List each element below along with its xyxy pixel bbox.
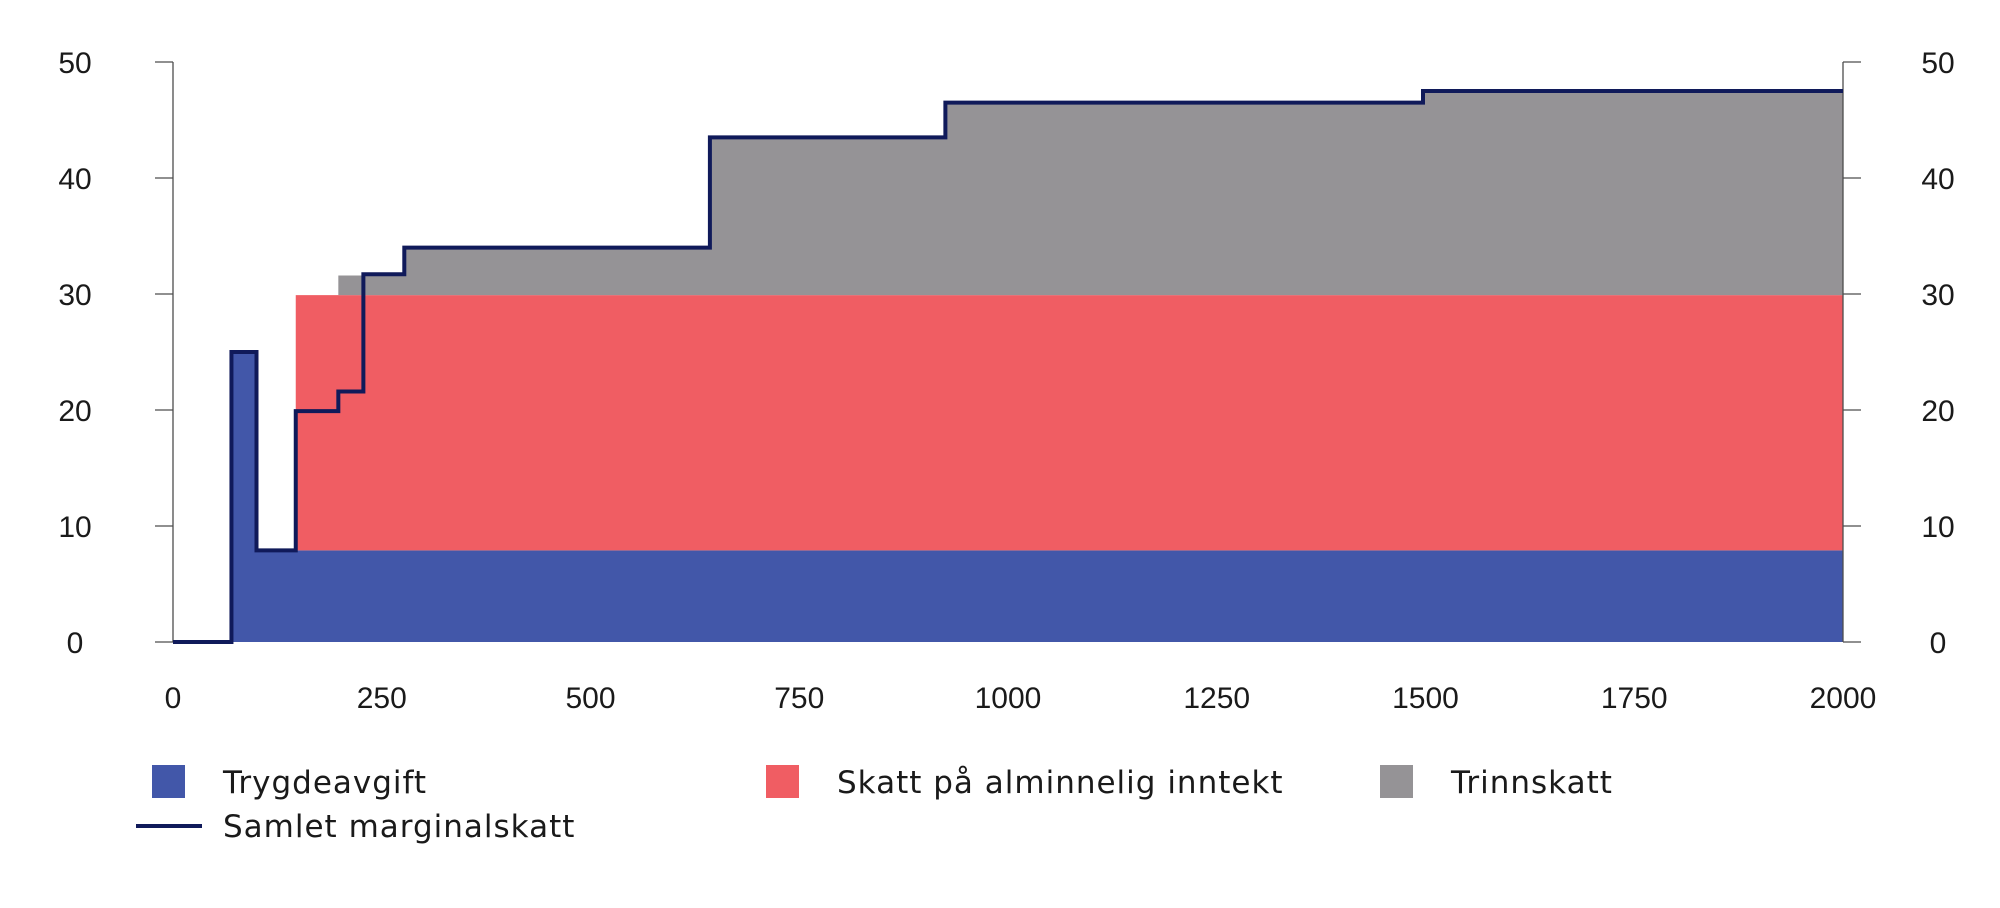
x-tick-label: 500: [565, 682, 615, 715]
y-tick-label-right: 10: [1921, 511, 1954, 544]
y-tick-label-right: 20: [1921, 395, 1954, 428]
legend-label-trinnskatt: Trinnskatt: [1450, 765, 1613, 801]
y-tick-label-left: 50: [58, 47, 91, 80]
y-tick-label-left: 10: [58, 511, 91, 544]
x-tick-label: 250: [357, 682, 407, 715]
line-samlet-marginalskatt: [173, 89, 1843, 644]
x-tick-label: 1250: [1183, 682, 1250, 715]
legend-swatch-trygdeavgift: [152, 765, 185, 798]
y-tick-label-right: 0: [1930, 627, 1947, 660]
stacked-areas: [173, 91, 1843, 642]
x-tick-label: 750: [774, 682, 824, 715]
legend-swatch-skatt-pa-alminnelig-inntekt: [766, 765, 799, 798]
y-tick-label-right: 50: [1921, 47, 1954, 80]
legend-label-trygdeavgift: Trygdeavgift: [222, 765, 427, 801]
total-line-layer: [173, 89, 1843, 644]
legend: Trygdeavgift Skatt på alminnelig inntekt T…: [136, 765, 1613, 845]
legend-label-samlet-marginalskatt: Samlet marginalskatt: [223, 809, 575, 845]
area-skatt-pa-alminnelig-inntekt: [173, 295, 1843, 642]
legend-swatch-trinnskatt: [1380, 765, 1413, 798]
area-trygdeavgift: [173, 352, 1843, 642]
x-tick-label: 1500: [1392, 682, 1459, 715]
area-trinnskatt: [173, 91, 1843, 642]
x-tick-label: 0: [165, 682, 182, 715]
x-tick-label: 1750: [1601, 682, 1668, 715]
y-tick-label-left: 20: [58, 395, 91, 428]
y-tick-label-left: 40: [58, 163, 91, 196]
x-tick-label: 2000: [1810, 682, 1877, 715]
y-tick-label-right: 40: [1921, 163, 1954, 196]
y-tick-label-left: 0: [67, 627, 84, 660]
legend-label-skatt-pa-alminnelig-inntekt: Skatt på alminnelig inntekt: [837, 765, 1284, 801]
x-tick-label: 1000: [975, 682, 1042, 715]
y-tick-label-left: 30: [58, 279, 91, 312]
y-tick-label-right: 30: [1921, 279, 1954, 312]
axes: [155, 61, 1861, 643]
